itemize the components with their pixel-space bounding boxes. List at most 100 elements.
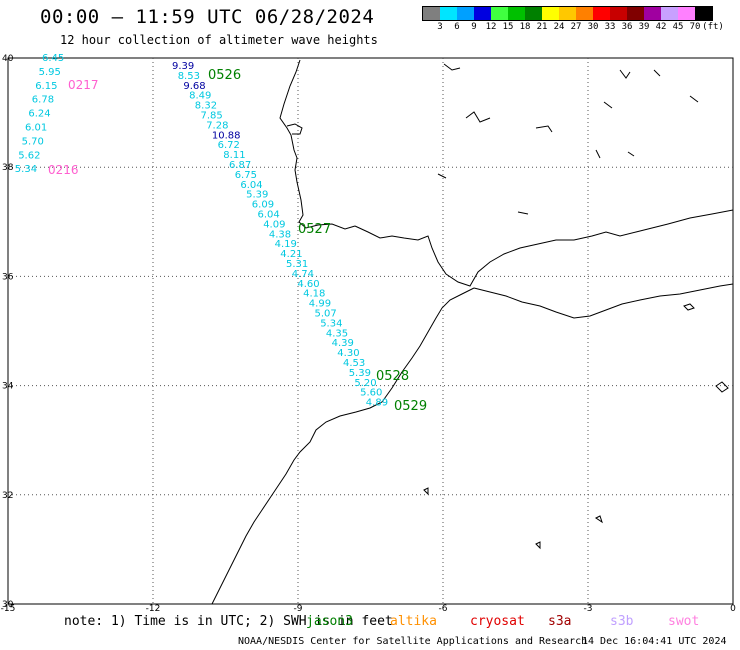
chart-subtitle: 12 hour collection of altimeter wave hei… — [60, 33, 378, 47]
lat-tick-label-0: 40 — [2, 54, 14, 64]
island-3 — [423, 487, 429, 496]
altimeter-track-west: 6.45 5.95 6.15 6.78 6.24 6.01 5.70 5.62 5.34 0217… — [15, 53, 99, 177]
swh-value: 6.75 — [235, 170, 257, 181]
swh-value: 4.89 — [366, 398, 388, 409]
lon-tick-label-1: -12 — [146, 604, 161, 614]
axis-labels: -15 -12 -9 -6 -3 0 40 38 36 34 32 30 — [1, 54, 736, 614]
tagus-estuary — [286, 123, 303, 135]
swh-value: 6.72 — [218, 140, 240, 151]
legend-tick-8: 27 — [570, 22, 582, 32]
legend-unit: (ft) — [702, 22, 724, 32]
swh-value: 5.20 — [354, 378, 376, 389]
legend-swatch-15 — [678, 7, 695, 20]
pass-time-label: 0216 — [48, 163, 79, 177]
pass-time-label: 0526 — [208, 68, 241, 83]
lon-tick-label-3: -6 — [439, 604, 448, 614]
portugal-coast — [279, 59, 356, 230]
legend-tick-1: 6 — [454, 22, 460, 32]
swh-value: 6.04 — [258, 210, 280, 221]
river-9 — [437, 173, 447, 179]
swh-value: 5.34 — [320, 318, 342, 329]
coastline — [211, 59, 734, 605]
legend-swatch-2 — [457, 7, 474, 20]
swh-value: 7.28 — [206, 120, 228, 131]
spain-south-coast — [354, 209, 734, 287]
satellite-label-s3a: s3a — [548, 614, 572, 629]
swh-value: 5.39 — [349, 368, 371, 379]
footer-note: note: 1) Time is in UTC; 2) SWH is in fe… — [64, 614, 393, 629]
legend-swatch-4 — [491, 7, 508, 20]
legend-swatch-16 — [695, 7, 712, 20]
legend-swatch-1 — [440, 7, 457, 20]
legend-tick-3: 12 — [485, 22, 497, 32]
legend-tick-15: 70 — [689, 22, 701, 32]
legend-tick-9: 30 — [587, 22, 599, 32]
pass-time-label: 0527 — [298, 222, 331, 237]
satellite-label-cryosat: cryosat — [470, 614, 525, 629]
credit-line: NOAA/NESDIS Center for Satellite Applica… — [238, 636, 588, 647]
swh-value: 4.53 — [343, 358, 365, 369]
island-4 — [595, 515, 603, 524]
swh-value: 5.70 — [22, 136, 44, 147]
legend-tick-5: 18 — [519, 22, 531, 32]
swh-value: 4.30 — [337, 348, 359, 359]
swh-value: 5.34 — [15, 164, 37, 175]
river-3 — [535, 125, 553, 133]
legend-swatch-12 — [627, 7, 644, 20]
pass-time-label: 0529 — [394, 399, 427, 414]
swh-value: 6.04 — [240, 180, 262, 191]
swh-value: 6.87 — [229, 160, 251, 171]
map-frame — [7, 57, 734, 605]
river-5 — [653, 69, 661, 77]
legend-swatch-7 — [542, 7, 559, 20]
swh-value: 5.60 — [360, 388, 382, 399]
pass-time-label: 0528 — [376, 369, 409, 384]
swh-value: 9.68 — [183, 81, 205, 92]
river-11 — [627, 151, 635, 157]
generation-timestamp: 14 Dec 16:04:41 UTC 2024 — [582, 636, 727, 647]
island-2 — [715, 381, 729, 393]
island-1 — [683, 303, 695, 311]
swh-value: 4.19 — [275, 239, 297, 250]
legend-tick-12: 39 — [638, 22, 650, 32]
swh-value: 5.07 — [315, 309, 337, 320]
river-1 — [443, 63, 461, 71]
altimeter-track-east: 9.398.539.688.498.327.857.2810.886.728.1… — [172, 61, 427, 414]
north-africa-med-coast — [473, 283, 734, 319]
river-7 — [603, 101, 613, 109]
river-6 — [689, 95, 699, 103]
legend-swatch-13 — [644, 7, 661, 20]
swh-value: 6.09 — [252, 200, 274, 211]
legend-swatch-14 — [661, 7, 678, 20]
satellite-label-s3b: s3b — [610, 614, 634, 629]
satellite-label-swot: swot — [668, 614, 700, 629]
lon-tick-label-4: -3 — [584, 604, 593, 614]
river-8 — [517, 211, 529, 215]
swh-value: 8.32 — [195, 101, 217, 112]
legend-tick-0: 3 — [437, 22, 443, 32]
legend-swatch-8 — [559, 7, 576, 20]
legend-tick-2: 9 — [471, 22, 477, 32]
river-4 — [619, 69, 631, 79]
swh-value: 6.24 — [28, 109, 50, 120]
legend-swatch-0 — [423, 7, 440, 20]
lat-tick-label-4: 32 — [2, 491, 13, 501]
swh-value: 6.01 — [25, 123, 47, 134]
lon-tick-label-5: 0 — [730, 604, 736, 614]
legend-color-bar — [422, 6, 713, 21]
swh-value: 4.74 — [292, 269, 314, 280]
legend-tick-13: 42 — [655, 22, 667, 32]
lat-tick-label-3: 34 — [2, 382, 14, 392]
swh-value: 9.39 — [172, 61, 194, 72]
lat-lon-grid — [8, 58, 733, 604]
swh-value: 4.99 — [309, 299, 331, 310]
swh-value: 4.18 — [303, 289, 325, 300]
swh-value: 7.85 — [201, 111, 223, 122]
legend-swatch-5 — [508, 7, 525, 20]
legend-swatch-9 — [576, 7, 593, 20]
legend-tick-11: 36 — [621, 22, 633, 32]
lat-tick-label-5: 30 — [2, 600, 14, 610]
legend-tick-4: 15 — [502, 22, 514, 32]
legend-swatch-10 — [593, 7, 610, 20]
